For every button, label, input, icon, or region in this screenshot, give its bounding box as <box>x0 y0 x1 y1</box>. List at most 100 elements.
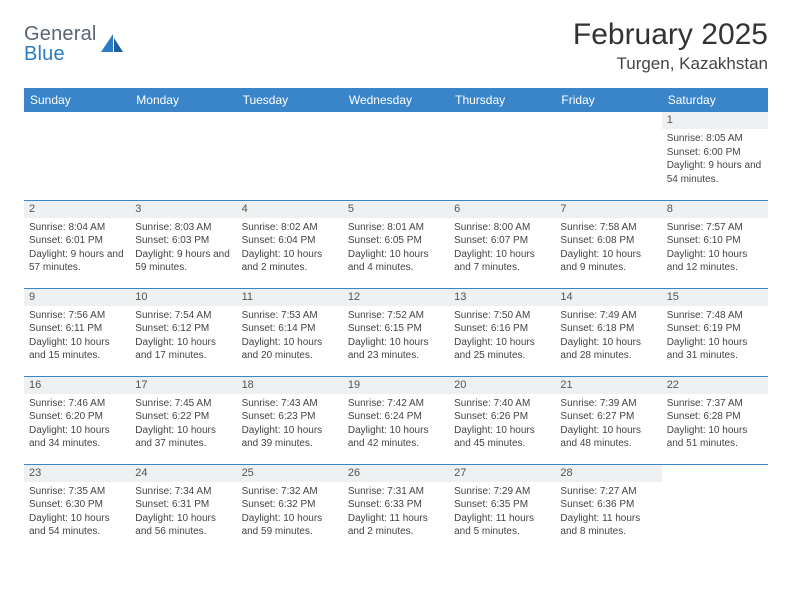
day-header: Saturday <box>662 88 768 112</box>
day-cell: 22Sunrise: 7:37 AMSunset: 6:28 PMDayligh… <box>662 376 768 464</box>
daylight-text: Daylight: 10 hours and 45 minutes. <box>454 424 550 451</box>
day-details: Sunrise: 7:29 AMSunset: 6:35 PMDaylight:… <box>449 482 555 544</box>
day-number: 15 <box>662 289 768 306</box>
day-number: 14 <box>555 289 661 306</box>
sunrise-text: Sunrise: 7:32 AM <box>242 485 338 499</box>
sunset-text: Sunset: 6:23 PM <box>242 410 338 424</box>
sunrise-text: Sunrise: 7:42 AM <box>348 397 444 411</box>
week-row: 16Sunrise: 7:46 AMSunset: 6:20 PMDayligh… <box>24 376 768 464</box>
daylight-text: Daylight: 10 hours and 56 minutes. <box>135 512 231 539</box>
sunrise-text: Sunrise: 7:46 AM <box>29 397 125 411</box>
daylight-text: Daylight: 10 hours and 59 minutes. <box>242 512 338 539</box>
day-cell: 26Sunrise: 7:31 AMSunset: 6:33 PMDayligh… <box>343 464 449 552</box>
brand-word-general: General <box>24 23 97 45</box>
sunrise-text: Sunrise: 7:29 AM <box>454 485 550 499</box>
day-cell: 2Sunrise: 8:04 AMSunset: 6:01 PMDaylight… <box>24 200 130 288</box>
day-details: Sunrise: 7:31 AMSunset: 6:33 PMDaylight:… <box>343 482 449 544</box>
sail-icon <box>99 32 125 56</box>
day-details: Sunrise: 8:01 AMSunset: 6:05 PMDaylight:… <box>343 218 449 280</box>
day-cell: 13Sunrise: 7:50 AMSunset: 6:16 PMDayligh… <box>449 288 555 376</box>
day-number: 13 <box>449 289 555 306</box>
daylight-text: Daylight: 10 hours and 51 minutes. <box>667 424 763 451</box>
sunrise-text: Sunrise: 7:31 AM <box>348 485 444 499</box>
sunset-text: Sunset: 6:36 PM <box>560 498 656 512</box>
day-details: Sunrise: 8:02 AMSunset: 6:04 PMDaylight:… <box>237 218 343 280</box>
brand-text: General Blue <box>24 24 97 64</box>
week-row: 9Sunrise: 7:56 AMSunset: 6:11 PMDaylight… <box>24 288 768 376</box>
day-number: 5 <box>343 201 449 218</box>
sunset-text: Sunset: 6:22 PM <box>135 410 231 424</box>
sunset-text: Sunset: 6:32 PM <box>242 498 338 512</box>
sunrise-text: Sunrise: 7:49 AM <box>560 309 656 323</box>
daylight-text: Daylight: 10 hours and 54 minutes. <box>29 512 125 539</box>
sunrise-text: Sunrise: 7:52 AM <box>348 309 444 323</box>
sunset-text: Sunset: 6:20 PM <box>29 410 125 424</box>
day-cell <box>343 112 449 200</box>
sunrise-text: Sunrise: 7:45 AM <box>135 397 231 411</box>
daylight-text: Daylight: 11 hours and 8 minutes. <box>560 512 656 539</box>
day-details: Sunrise: 8:03 AMSunset: 6:03 PMDaylight:… <box>130 218 236 280</box>
day-number: 16 <box>24 377 130 394</box>
sunset-text: Sunset: 6:10 PM <box>667 234 763 248</box>
sunrise-text: Sunrise: 7:39 AM <box>560 397 656 411</box>
day-cell: 12Sunrise: 7:52 AMSunset: 6:15 PMDayligh… <box>343 288 449 376</box>
day-cell: 6Sunrise: 8:00 AMSunset: 6:07 PMDaylight… <box>449 200 555 288</box>
sunset-text: Sunset: 6:16 PM <box>454 322 550 336</box>
day-cell: 19Sunrise: 7:42 AMSunset: 6:24 PMDayligh… <box>343 376 449 464</box>
daylight-text: Daylight: 10 hours and 12 minutes. <box>667 248 763 275</box>
day-cell: 10Sunrise: 7:54 AMSunset: 6:12 PMDayligh… <box>130 288 236 376</box>
week-row: 23Sunrise: 7:35 AMSunset: 6:30 PMDayligh… <box>24 464 768 552</box>
day-number: 10 <box>130 289 236 306</box>
day-cell: 9Sunrise: 7:56 AMSunset: 6:11 PMDaylight… <box>24 288 130 376</box>
day-details: Sunrise: 7:32 AMSunset: 6:32 PMDaylight:… <box>237 482 343 544</box>
daylight-text: Daylight: 10 hours and 37 minutes. <box>135 424 231 451</box>
week-row: 2Sunrise: 8:04 AMSunset: 6:01 PMDaylight… <box>24 200 768 288</box>
day-details: Sunrise: 7:46 AMSunset: 6:20 PMDaylight:… <box>24 394 130 456</box>
sunrise-text: Sunrise: 8:03 AM <box>135 221 231 235</box>
day-cell <box>555 112 661 200</box>
sunset-text: Sunset: 6:26 PM <box>454 410 550 424</box>
day-cell: 27Sunrise: 7:29 AMSunset: 6:35 PMDayligh… <box>449 464 555 552</box>
sunset-text: Sunset: 6:11 PM <box>29 322 125 336</box>
sunset-text: Sunset: 6:00 PM <box>667 146 763 160</box>
day-header: Monday <box>130 88 236 112</box>
daylight-text: Daylight: 10 hours and 20 minutes. <box>242 336 338 363</box>
sunrise-text: Sunrise: 7:37 AM <box>667 397 763 411</box>
day-cell <box>449 112 555 200</box>
day-header: Tuesday <box>237 88 343 112</box>
sunrise-text: Sunrise: 7:40 AM <box>454 397 550 411</box>
day-details: Sunrise: 7:56 AMSunset: 6:11 PMDaylight:… <box>24 306 130 368</box>
day-details: Sunrise: 8:05 AMSunset: 6:00 PMDaylight:… <box>662 129 768 191</box>
daylight-text: Daylight: 10 hours and 4 minutes. <box>348 248 444 275</box>
day-number: 12 <box>343 289 449 306</box>
day-number: 8 <box>662 201 768 218</box>
sunset-text: Sunset: 6:14 PM <box>242 322 338 336</box>
day-cell: 23Sunrise: 7:35 AMSunset: 6:30 PMDayligh… <box>24 464 130 552</box>
sunset-text: Sunset: 6:07 PM <box>454 234 550 248</box>
sunrise-text: Sunrise: 8:04 AM <box>29 221 125 235</box>
day-cell: 21Sunrise: 7:39 AMSunset: 6:27 PMDayligh… <box>555 376 661 464</box>
day-details: Sunrise: 8:04 AMSunset: 6:01 PMDaylight:… <box>24 218 130 280</box>
day-number: 21 <box>555 377 661 394</box>
daylight-text: Daylight: 10 hours and 39 minutes. <box>242 424 338 451</box>
daylight-text: Daylight: 10 hours and 42 minutes. <box>348 424 444 451</box>
day-details: Sunrise: 7:45 AMSunset: 6:22 PMDaylight:… <box>130 394 236 456</box>
daylight-text: Daylight: 9 hours and 54 minutes. <box>667 159 763 186</box>
day-number: 6 <box>449 201 555 218</box>
sunrise-text: Sunrise: 7:48 AM <box>667 309 763 323</box>
day-details: Sunrise: 7:40 AMSunset: 6:26 PMDaylight:… <box>449 394 555 456</box>
day-cell: 11Sunrise: 7:53 AMSunset: 6:14 PMDayligh… <box>237 288 343 376</box>
day-details: Sunrise: 7:53 AMSunset: 6:14 PMDaylight:… <box>237 306 343 368</box>
day-header: Wednesday <box>343 88 449 112</box>
day-header-row: Sunday Monday Tuesday Wednesday Thursday… <box>24 88 768 112</box>
day-number: 9 <box>24 289 130 306</box>
daylight-text: Daylight: 9 hours and 57 minutes. <box>29 248 125 275</box>
sunset-text: Sunset: 6:15 PM <box>348 322 444 336</box>
daylight-text: Daylight: 9 hours and 59 minutes. <box>135 248 231 275</box>
calendar-page: General Blue February 2025 Turgen, Kazak… <box>0 0 792 552</box>
day-cell: 20Sunrise: 7:40 AMSunset: 6:26 PMDayligh… <box>449 376 555 464</box>
daylight-text: Daylight: 10 hours and 2 minutes. <box>242 248 338 275</box>
sunset-text: Sunset: 6:30 PM <box>29 498 125 512</box>
day-cell <box>662 464 768 552</box>
day-details: Sunrise: 7:54 AMSunset: 6:12 PMDaylight:… <box>130 306 236 368</box>
